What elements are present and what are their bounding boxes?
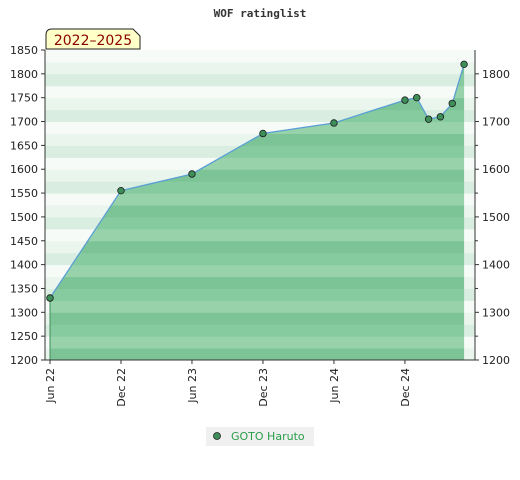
- left-tick-label: 1300: [10, 306, 38, 319]
- x-tick-label: Dec 23: [257, 368, 270, 407]
- left-tick-label: 1450: [10, 235, 38, 248]
- period-badge: 2022–2025: [45, 28, 141, 50]
- data-point: [448, 99, 456, 108]
- left-tick-label: 1850: [10, 44, 38, 57]
- data-point: [259, 129, 267, 138]
- chart-title: WOF ratinglist: [214, 7, 307, 20]
- left-tick-label: 1400: [10, 259, 38, 272]
- right-tick-label: 1300: [482, 306, 510, 319]
- legend-marker: [213, 432, 221, 440]
- left-tick-label: 1750: [10, 92, 38, 105]
- data-point: [117, 186, 125, 195]
- background-band: [45, 73, 475, 87]
- data-point: [460, 60, 468, 69]
- points-layer: [46, 60, 468, 302]
- legend-label: GOTO Haruto: [231, 430, 305, 443]
- area-band: [50, 264, 465, 278]
- left-tick-label: 1350: [10, 282, 38, 295]
- data-point: [436, 113, 445, 121]
- area-band: [50, 228, 465, 242]
- data-point: [424, 115, 433, 123]
- data-point: [330, 119, 338, 127]
- background-band: [45, 61, 475, 75]
- area-band: [50, 288, 465, 301]
- right-tick-label: 1800: [482, 68, 510, 81]
- area-band: [50, 205, 465, 218]
- area-band: [50, 181, 465, 194]
- background-band: [45, 50, 475, 63]
- area-band: [50, 348, 465, 361]
- period-badge-box: [45, 28, 141, 50]
- area-band: [50, 300, 465, 313]
- left-tick-label: 1200: [10, 354, 38, 367]
- area-band: [50, 324, 465, 337]
- left-tick-label: 1700: [10, 116, 38, 129]
- x-tick-label: Dec 22: [115, 368, 128, 407]
- x-tick-label: Jun 24: [328, 368, 341, 404]
- data-point: [46, 294, 54, 302]
- data-point: [188, 170, 196, 178]
- right-tick-label: 1200: [482, 354, 510, 367]
- legend: GOTO Haruto: [206, 427, 314, 446]
- area-band: [50, 252, 465, 266]
- left-tick-label: 1650: [10, 139, 38, 152]
- area-band: [50, 193, 465, 206]
- area-band: [50, 216, 465, 230]
- x-tick-label: Jun 22: [44, 368, 57, 404]
- x-tick-label: Dec 24: [399, 368, 412, 407]
- left-tick-label: 1500: [10, 211, 38, 224]
- area-band: [50, 312, 465, 325]
- data-point: [401, 96, 409, 104]
- area-band: [50, 240, 465, 254]
- axes: 1200 1250 1300 1350 1400 1450 1500 1550 1600 1650…: [10, 44, 510, 407]
- right-tick-label: 1400: [482, 259, 510, 272]
- area-band: [50, 276, 465, 289]
- data-point: [413, 93, 421, 102]
- right-tick-label: 1500: [482, 211, 510, 224]
- background-band: [45, 85, 475, 99]
- left-tick-label: 1550: [10, 187, 38, 200]
- right-tick-label: 1700: [482, 116, 510, 129]
- right-tick-label: 1600: [482, 163, 510, 176]
- legend-box: [206, 427, 314, 446]
- background-band: [45, 97, 475, 111]
- period-badge-text: 2022–2025: [54, 33, 132, 49]
- x-tick-label: Jun 23: [186, 368, 199, 404]
- left-tick-label: 1600: [10, 163, 38, 176]
- area-band: [50, 336, 465, 349]
- left-tick-label: 1250: [10, 330, 38, 343]
- left-tick-label: 1800: [10, 68, 38, 81]
